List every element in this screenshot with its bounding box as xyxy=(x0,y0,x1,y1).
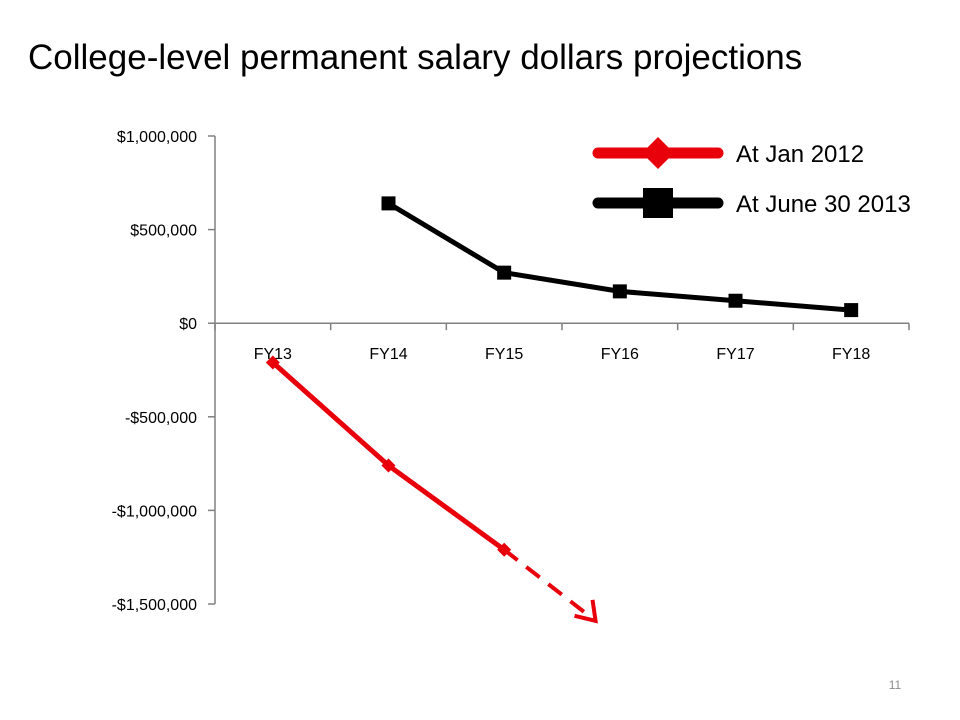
chart-legend: At Jan 2012 At June 30 2013 xyxy=(592,137,911,218)
x-tick-label: FY16 xyxy=(601,346,639,363)
data-point-square xyxy=(497,265,512,280)
x-tick-label: FY15 xyxy=(485,346,523,363)
data-point-square xyxy=(612,284,627,299)
legend-marker-square xyxy=(643,188,673,218)
x-tick-label: FY18 xyxy=(832,346,870,363)
chart-axes: $1,000,000 $500,000 $0 -$500,000 -$1,000,000… xyxy=(112,129,910,614)
data-point-square xyxy=(728,293,743,308)
legend-label: At Jan 2012 xyxy=(736,141,864,168)
data-point-diamond xyxy=(497,542,512,557)
y-tick-label: $1,000,000 xyxy=(117,129,197,146)
page-title: College-level permanent salary dollars p… xyxy=(28,38,803,77)
page-number: 11 xyxy=(888,678,902,692)
legend-marker-diamond xyxy=(642,137,674,169)
x-tick-label: FY13 xyxy=(254,346,292,363)
y-tick-label: $500,000 xyxy=(130,223,197,240)
data-point-square xyxy=(844,303,859,318)
y-tick-label: -$500,000 xyxy=(125,410,197,427)
legend-label: At June 30 2013 xyxy=(736,191,911,218)
data-point-diamond xyxy=(381,458,396,473)
y-tick-label: -$1,000,000 xyxy=(112,503,198,520)
data-point-diamond xyxy=(265,355,280,370)
data-point-square xyxy=(381,196,396,211)
y-tick-label: -$1,500,000 xyxy=(112,597,198,614)
y-tick-label: $0 xyxy=(179,316,197,333)
x-tick-label: FY14 xyxy=(369,346,407,363)
series-line xyxy=(271,360,506,552)
trend-arrow-dashed-line xyxy=(502,548,597,623)
x-tick-label: FY17 xyxy=(716,346,754,363)
chart-series xyxy=(265,196,859,624)
trend-arrow-head xyxy=(574,599,598,624)
